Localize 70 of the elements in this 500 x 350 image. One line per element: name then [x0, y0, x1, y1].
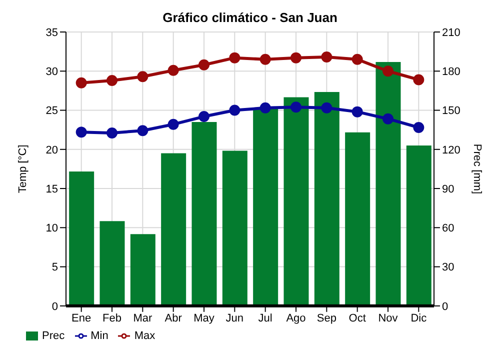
x-tick-label: Jun [226, 312, 244, 325]
point [290, 102, 302, 113]
point [137, 71, 148, 82]
y-tick-label: 5 [52, 262, 58, 274]
point [260, 54, 271, 65]
point [76, 77, 87, 88]
y2-tick-label: 120 [442, 144, 460, 156]
x-tick-label: Mar [133, 312, 152, 325]
point [321, 102, 332, 114]
x-tick-label: Dic [410, 312, 428, 325]
y-axis-title: Temp [°C] [16, 144, 29, 194]
point [137, 125, 148, 136]
bar [130, 234, 156, 306]
point [382, 113, 394, 124]
bar [69, 172, 94, 306]
point [168, 64, 179, 76]
y2-tick-label: 60 [442, 222, 454, 235]
y-tick-label: 0 [52, 300, 58, 313]
point [352, 106, 363, 118]
point [260, 102, 271, 114]
point [413, 122, 424, 133]
y-tick-label: 30 [46, 66, 58, 78]
point [229, 52, 240, 64]
bar [100, 221, 125, 306]
x-tick-label: Abr [164, 312, 182, 325]
bar [192, 122, 217, 306]
chart-title: Gráfico climático - San Juan [162, 10, 338, 25]
point [382, 66, 394, 77]
x-tick-label: May [194, 312, 215, 325]
point [106, 75, 118, 86]
y-tick-label: 10 [46, 222, 58, 235]
point [290, 52, 302, 64]
bar [161, 153, 186, 306]
point [198, 59, 210, 70]
point [168, 118, 179, 130]
y-tick-label: 25 [46, 105, 58, 118]
point [106, 127, 118, 138]
point [229, 104, 240, 116]
x-tick-label: Nov [378, 312, 398, 325]
y2-tick-label: 30 [442, 262, 454, 274]
point [321, 52, 332, 63]
bar [376, 62, 401, 306]
y2-tick-label: 210 [442, 26, 460, 39]
y-tick-label: 35 [46, 26, 58, 39]
bar [222, 150, 248, 306]
x-tick-label: Feb [102, 312, 122, 325]
y-tick-label: 15 [46, 183, 58, 196]
legend-label: Min [90, 330, 108, 342]
point [76, 126, 87, 138]
x-tick-label: Oct [348, 312, 366, 325]
x-tick-label: Ene [72, 312, 92, 325]
y2-tick-label: 90 [442, 183, 454, 196]
legend-label: Prec [42, 330, 65, 342]
bar [345, 132, 370, 306]
y2-tick-label: 0 [442, 300, 448, 313]
point [198, 111, 210, 122]
x-tick-label: Sep [316, 312, 336, 325]
x-tick-label: Jul [258, 312, 272, 325]
bar [284, 97, 309, 306]
y2-axis-title: Prec [mm] [471, 144, 484, 194]
bar [406, 145, 432, 306]
point [352, 54, 363, 65]
y-tick-label: 20 [46, 144, 58, 156]
legend-label: Max [134, 330, 156, 342]
y2-tick-label: 150 [442, 105, 460, 118]
bar [314, 92, 340, 306]
point [413, 74, 424, 86]
y2-tick-label: 180 [442, 66, 460, 78]
x-tick-label: Ago [286, 312, 306, 325]
bar [253, 108, 278, 306]
